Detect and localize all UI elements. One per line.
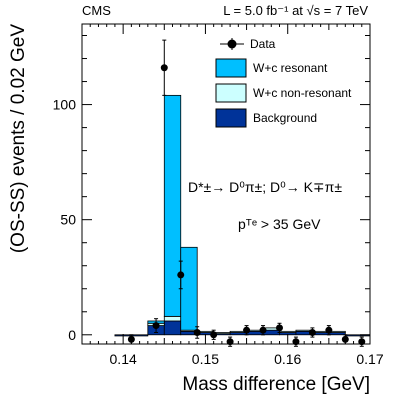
decay-annotation: D*±→ D⁰π±; D⁰→ K∓π± [188, 179, 342, 195]
cut-annotation: pᵀᵉ > 35 GeV [238, 216, 321, 232]
data-point [210, 329, 218, 340]
data-point [243, 325, 251, 336]
y-tick-label: 100 [53, 97, 77, 113]
legend-item-background: Background [215, 108, 317, 128]
legend-item-data: Data [220, 37, 276, 51]
data-point [308, 327, 316, 338]
x-axis-ticks: 0.14 0.15 0.16 0.17 [81, 24, 384, 367]
data-points [127, 39, 366, 347]
legend-item-wc-resonant: W+c resonant [215, 58, 328, 78]
legend-label-wc-resonant: W+c resonant [253, 61, 328, 75]
data-point [177, 260, 185, 290]
legend-label-data: Data [250, 37, 276, 51]
bar-wc-nonresonant-3 [163, 315, 182, 322]
bar-wc-resonant-3 [163, 94, 182, 317]
x-tick-label: 0.14 [110, 351, 137, 367]
data-point [160, 39, 168, 96]
experiment-label: CMS [82, 3, 111, 18]
x-tick-label: 0.15 [192, 351, 219, 367]
y-axis-ticks: 0 50 100 [53, 35, 370, 343]
legend: Data W+c resonant W+c non-resonant Backg… [215, 37, 352, 128]
luminosity-label: L = 5.0 fb⁻¹ at √s = 7 TeV [223, 3, 368, 18]
legend-item-wc-nonresonant: W+c non-resonant [215, 83, 352, 103]
data-point [325, 325, 333, 336]
y-axis-label: (OS-SS) events / 0.02 GeV [8, 24, 29, 253]
x-axis-label: Mass difference [GeV] [182, 374, 370, 395]
y-tick-label: 50 [60, 212, 76, 228]
legend-label-wc-nonresonant: W+c non-resonant [253, 86, 352, 100]
y-tick-label: 0 [68, 327, 76, 343]
x-tick-label: 0.16 [274, 351, 301, 367]
data-point [275, 322, 283, 333]
x-tick-label: 0.17 [356, 351, 383, 367]
plot-frame [81, 23, 371, 345]
data-point [259, 325, 267, 336]
bar-wc-resonant-4 [180, 246, 198, 331]
bar-wc-nonresonant-10 [279, 330, 297, 333]
bar-background-3 [163, 320, 182, 336]
data-point [193, 326, 201, 339]
legend-label-background: Background [253, 111, 317, 125]
data-point [152, 318, 160, 333]
